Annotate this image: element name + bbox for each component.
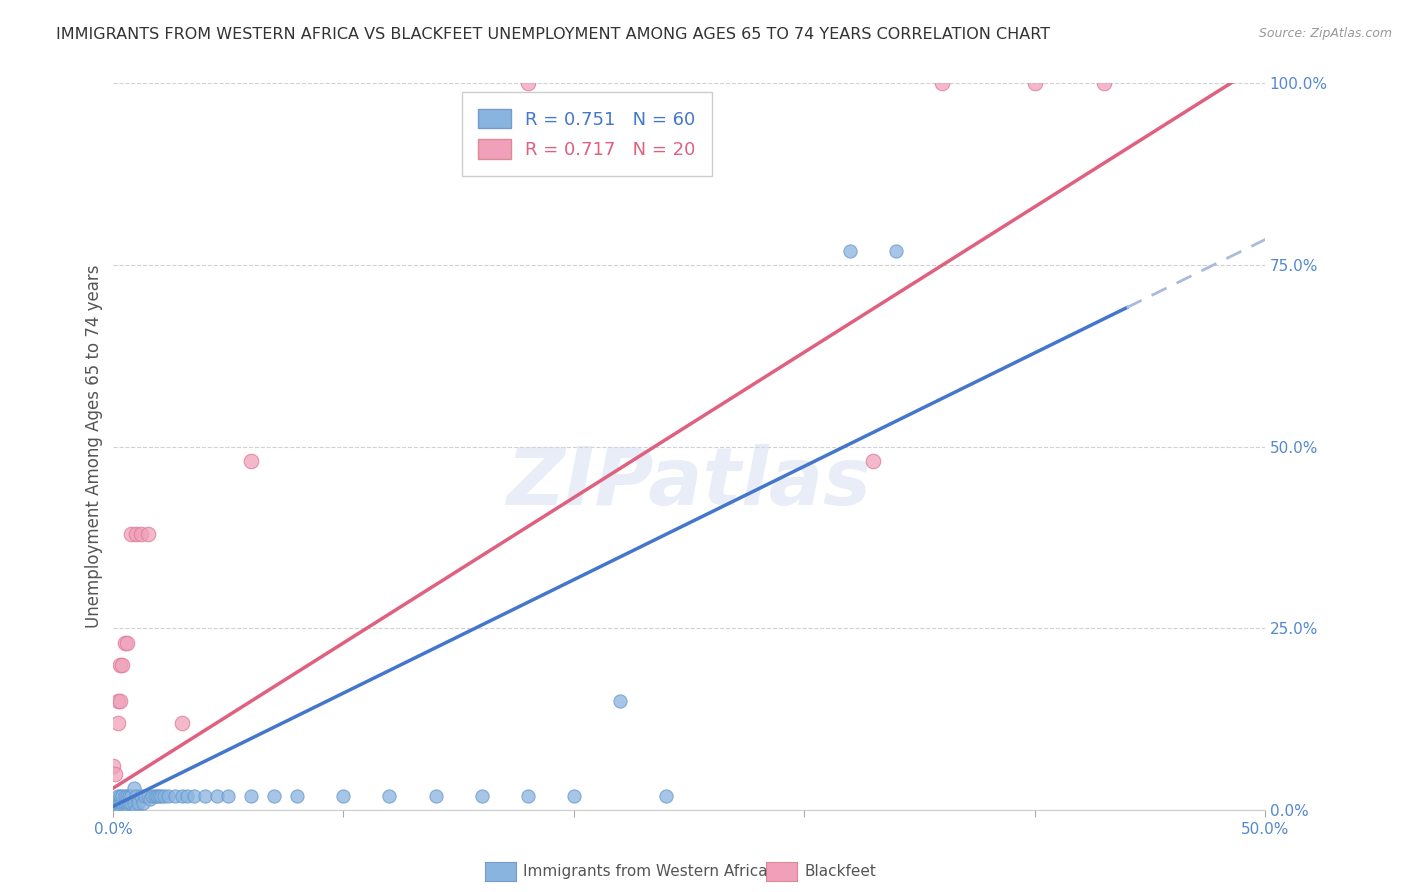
Point [121,796,143,810]
Point [240,789,263,803]
Point [107,715,129,730]
Point [111,796,134,810]
Point [141,789,163,803]
Text: Blackfeet: Blackfeet [804,864,876,879]
Point [118,803,141,817]
Point [104,766,127,780]
Point [562,789,585,803]
Point [108,803,131,817]
Point [1092,77,1115,91]
Point [108,789,131,803]
Point [115,636,138,650]
Point [118,796,141,810]
Point [108,796,131,810]
Point [107,796,129,810]
Point [862,454,884,468]
Point [107,803,129,817]
Point [114,803,136,817]
Point [172,789,194,803]
Text: Source: ZipAtlas.com: Source: ZipAtlas.com [1258,27,1392,40]
Point [157,789,180,803]
Point [378,789,401,803]
Point [101,803,124,817]
Point [121,527,143,541]
Point [139,792,162,806]
Point [122,796,145,810]
Legend: R = 0.751   N = 60, R = 0.717   N = 20: R = 0.751 N = 60, R = 0.717 N = 20 [461,93,711,176]
Point [129,527,152,541]
Point [125,527,148,541]
Point [129,789,152,803]
Point [516,789,538,803]
Point [104,796,127,810]
Point [609,694,631,708]
Point [931,77,953,91]
Text: Immigrants from Western Africa: Immigrants from Western Africa [523,864,768,879]
Point [263,789,285,803]
Point [884,244,907,258]
Point [183,789,205,803]
Point [143,789,166,803]
Point [132,796,155,810]
Point [240,454,263,468]
Point [104,803,127,817]
Point [118,789,141,803]
Point [332,789,354,803]
Point [150,789,173,803]
Point [121,789,143,803]
Point [1024,77,1046,91]
Point [134,789,156,803]
Point [108,694,131,708]
Text: ZIPatlas: ZIPatlas [506,444,872,522]
Point [107,694,129,708]
Point [194,789,217,803]
Point [114,789,136,803]
Point [205,789,228,803]
Point [115,796,138,810]
Point [115,789,138,803]
Y-axis label: Unemployment Among Ages 65 to 74 years: Unemployment Among Ages 65 to 74 years [86,265,103,629]
Point [111,789,134,803]
Point [101,759,124,773]
Point [114,636,136,650]
Point [516,77,538,91]
Point [125,803,148,817]
Point [108,657,131,672]
Point [839,244,862,258]
Point [148,789,170,803]
Point [125,789,148,803]
Point [111,657,134,672]
Point [107,789,129,803]
Point [146,789,169,803]
Point [285,789,308,803]
Text: IMMIGRANTS FROM WESTERN AFRICA VS BLACKFEET UNEMPLOYMENT AMONG AGES 65 TO 74 YEA: IMMIGRANTS FROM WESTERN AFRICA VS BLACKF… [56,27,1050,42]
Point [114,796,136,810]
Point [122,781,145,796]
Point [172,715,194,730]
Point [152,789,174,803]
Point [136,527,159,541]
Point [217,789,239,803]
Point [655,789,678,803]
Point [115,803,138,817]
Point [136,789,159,803]
Point [471,789,494,803]
Point [165,789,187,803]
Point [127,796,149,810]
Point [111,803,134,817]
Point [176,789,198,803]
Point [425,789,447,803]
